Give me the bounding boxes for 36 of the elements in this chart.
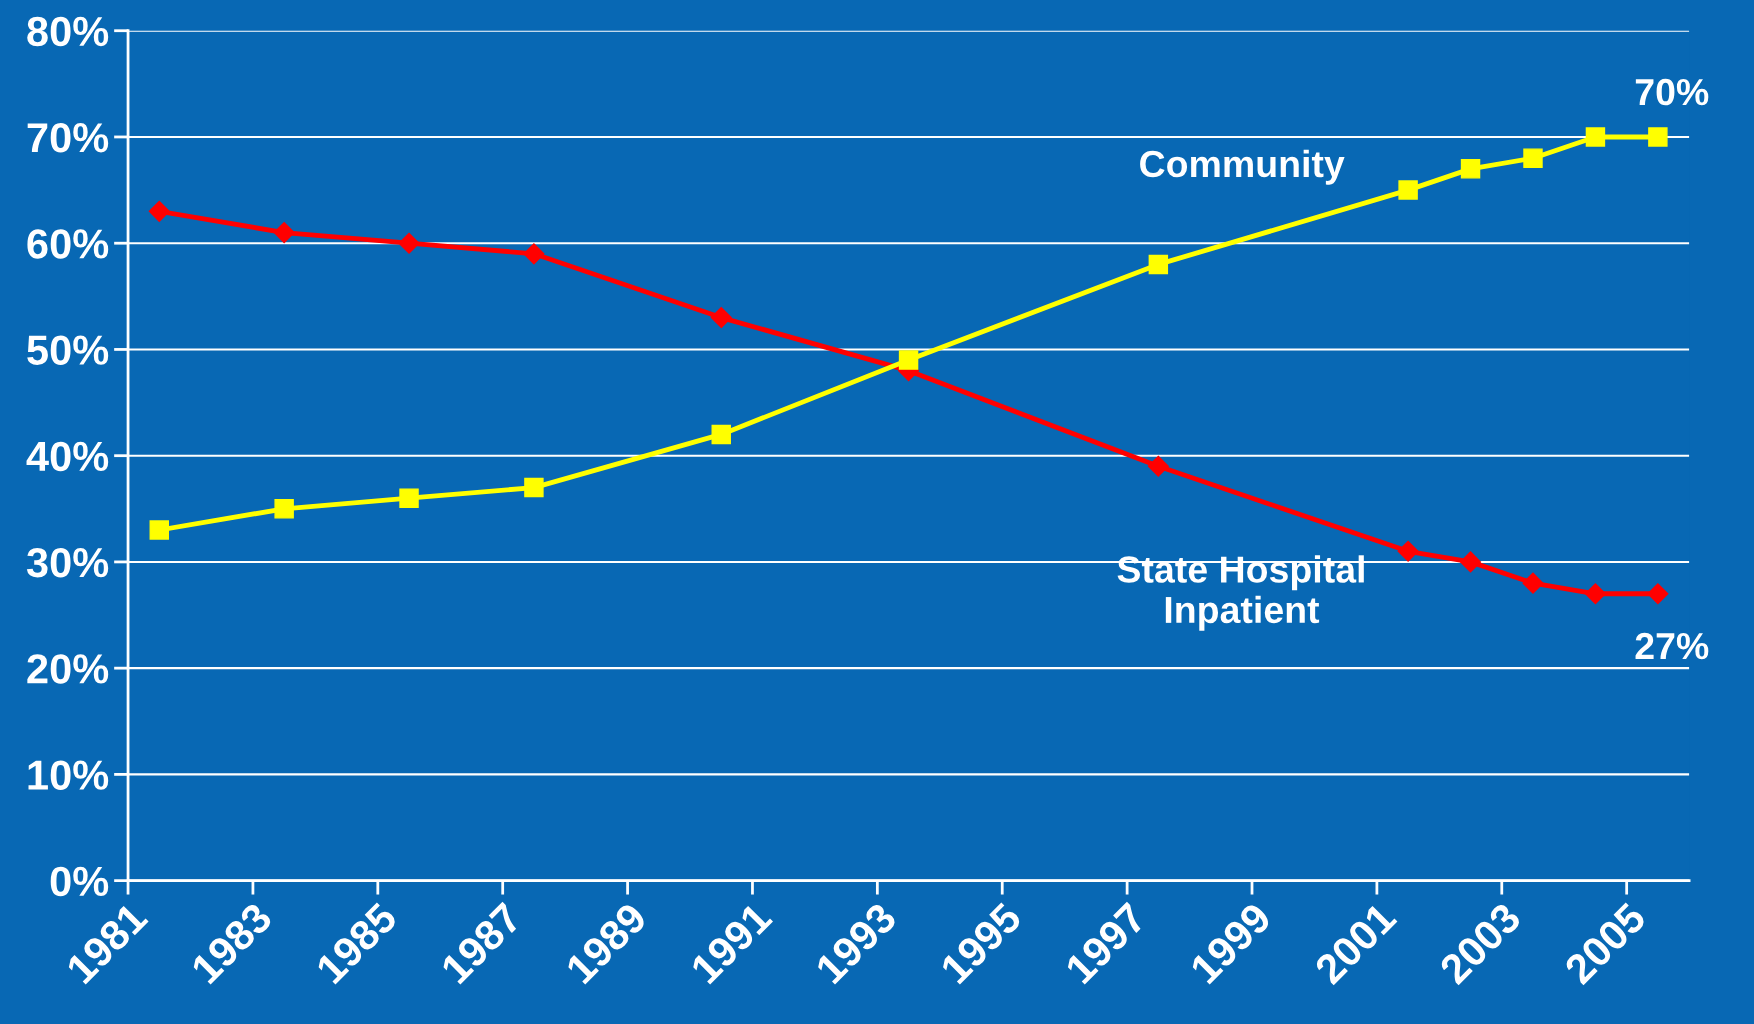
annotation: 27%: [1635, 632, 1709, 660]
point: [1397, 540, 1419, 562]
point: [1460, 159, 1481, 179]
point: [1398, 180, 1418, 200]
series-label: Community: [1140, 149, 1345, 185]
point: [1148, 254, 1169, 275]
point: [1647, 583, 1669, 605]
y-tick-label: 70%: [27, 122, 109, 153]
point: [710, 307, 732, 329]
point: [149, 520, 169, 540]
point: [399, 488, 419, 508]
y-tick-label: 0%: [50, 866, 109, 897]
y-tick-label: 10%: [28, 760, 109, 790]
point: [1460, 551, 1482, 573]
point: [1584, 583, 1606, 605]
y-tick-label: 60%: [27, 229, 109, 259]
series-label: State Hospital Inpatient: [1117, 555, 1364, 631]
point: [398, 232, 420, 254]
y-tick-label: 40%: [26, 441, 109, 472]
point: [523, 243, 545, 265]
point: [148, 200, 170, 222]
y-tick-label: 50%: [27, 335, 109, 365]
point: [274, 499, 294, 519]
annotation: 70%: [1635, 78, 1709, 106]
y-tick-label: 20%: [27, 654, 109, 684]
point: [1585, 127, 1606, 147]
point: [1147, 455, 1169, 477]
point: [1522, 572, 1544, 594]
point: [898, 350, 919, 370]
point: [1648, 127, 1668, 147]
point: [1523, 148, 1543, 168]
point: [524, 477, 544, 498]
point: [273, 222, 295, 244]
y-tick-label: 30%: [26, 547, 109, 578]
y-tick-label: 80%: [27, 16, 109, 47]
point: [711, 424, 731, 445]
